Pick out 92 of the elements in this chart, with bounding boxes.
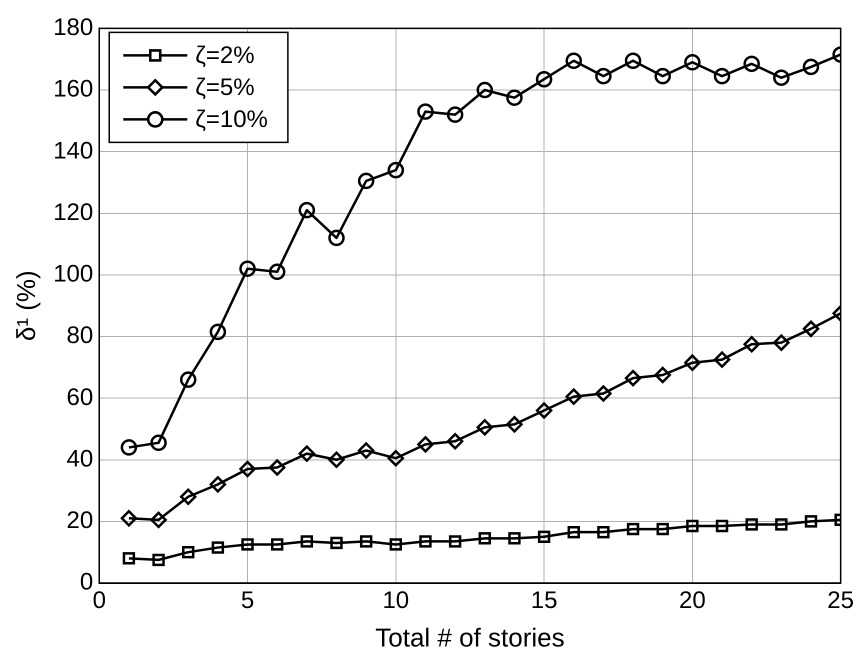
- x-tick-label: 20: [679, 587, 706, 614]
- point: [390, 538, 402, 551]
- point: [714, 68, 730, 84]
- point: [300, 535, 314, 548]
- y-tick-label: 0: [80, 568, 94, 596]
- point: [419, 535, 432, 548]
- legend-label: ζ=5%: [195, 74, 255, 102]
- point: [239, 260, 256, 277]
- point: [210, 476, 226, 493]
- point: [268, 459, 286, 476]
- point: [802, 320, 820, 338]
- y-tick-label: 120: [53, 198, 94, 226]
- point: [684, 54, 701, 71]
- x-tick-label: 25: [827, 587, 854, 614]
- legend-label: ζ=2%: [195, 42, 255, 70]
- point: [775, 518, 788, 531]
- point: [597, 526, 610, 538]
- x-axis-title: Total # of stories: [375, 622, 565, 653]
- y-tick-label: 140: [53, 137, 94, 164]
- point: [417, 103, 434, 120]
- point: [212, 541, 224, 554]
- x-tick-label: 5: [240, 587, 254, 614]
- point: [568, 526, 580, 538]
- point: [298, 202, 316, 218]
- point: [180, 371, 196, 388]
- point: [773, 69, 790, 86]
- point: [446, 433, 464, 450]
- point: [802, 58, 820, 76]
- y-tick-label: 40: [66, 445, 94, 472]
- point: [388, 162, 404, 178]
- point: [506, 416, 523, 433]
- point: [804, 515, 818, 528]
- point: [268, 264, 286, 280]
- point: [180, 488, 196, 505]
- point: [508, 532, 521, 545]
- point: [150, 434, 167, 452]
- point: [239, 460, 256, 478]
- point: [152, 554, 165, 566]
- point: [656, 522, 669, 536]
- point: [330, 536, 343, 550]
- point: [743, 56, 760, 72]
- point: [476, 419, 494, 436]
- y-axis-title: δ¹ (%): [10, 270, 41, 342]
- point: [565, 388, 582, 405]
- point: [150, 512, 167, 528]
- point: [745, 518, 758, 531]
- point: [417, 436, 434, 453]
- point: [595, 385, 612, 402]
- point: [122, 552, 136, 565]
- y-tick-label: 100: [53, 260, 94, 288]
- point: [624, 52, 642, 69]
- y-tick-label: 80: [66, 322, 94, 350]
- point: [624, 370, 642, 386]
- x-tick-label: 15: [530, 587, 558, 614]
- point: [538, 530, 550, 543]
- point: [328, 230, 345, 246]
- point: [478, 532, 491, 545]
- y-tick-label: 20: [66, 507, 94, 534]
- point: [298, 445, 316, 462]
- point: [716, 520, 728, 532]
- point: [328, 452, 345, 468]
- point: [120, 439, 138, 456]
- y-tick-label: 160: [53, 76, 94, 103]
- point: [626, 522, 640, 536]
- point: [182, 546, 194, 558]
- point: [686, 520, 699, 532]
- x-tick-label: 10: [382, 587, 410, 614]
- point: [743, 336, 760, 352]
- point: [360, 535, 372, 548]
- point: [446, 106, 464, 123]
- point: [241, 538, 254, 551]
- point: [210, 324, 226, 340]
- point: [773, 334, 790, 351]
- point: [270, 538, 284, 551]
- point: [654, 366, 671, 384]
- y-tick-label: 180: [53, 14, 94, 42]
- point: [565, 52, 582, 69]
- point: [506, 89, 523, 106]
- legend-label: ζ=10%: [195, 106, 268, 134]
- point: [684, 354, 701, 371]
- point: [120, 510, 138, 527]
- point: [536, 402, 552, 419]
- y-tick-label: 60: [66, 384, 94, 411]
- point: [476, 82, 494, 98]
- point: [654, 68, 671, 84]
- point: [358, 442, 374, 459]
- point: [388, 450, 404, 466]
- point: [448, 535, 462, 548]
- point: [536, 70, 552, 88]
- point: [714, 351, 730, 368]
- point: [358, 172, 374, 190]
- point: [595, 68, 612, 84]
